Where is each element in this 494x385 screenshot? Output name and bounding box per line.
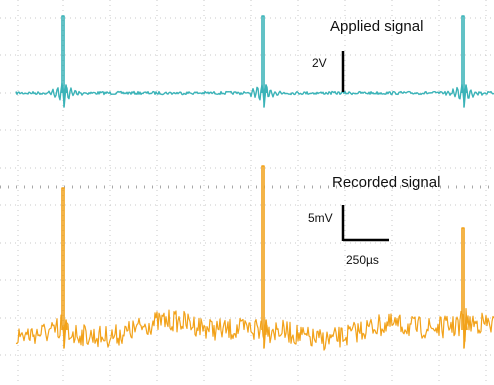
signal-traces [15, 15, 494, 351]
recorded-signal-pulse-3 [461, 227, 468, 349]
applied-signal-label: Applied signal [330, 18, 423, 35]
recorded-signal-pulse-2 [261, 165, 268, 349]
annotations: Applied signal 2V Recorded signal 5mV 25… [308, 18, 440, 267]
applied-signal-pulse-3 [461, 15, 468, 108]
applied-signal-line [15, 82, 494, 105]
applied-signal-pulse-2 [261, 15, 268, 108]
time-scale-label: 250µs [346, 253, 379, 267]
applied-scale-label: 2V [312, 56, 327, 70]
recorded-scale-label: 5mV [308, 211, 333, 225]
recorded-signal-label: Recorded signal [332, 174, 440, 191]
recorded-signal-line [15, 308, 494, 351]
applied-signal-pulse-1 [61, 15, 68, 108]
recorded-signal-pulse-1 [61, 187, 68, 349]
